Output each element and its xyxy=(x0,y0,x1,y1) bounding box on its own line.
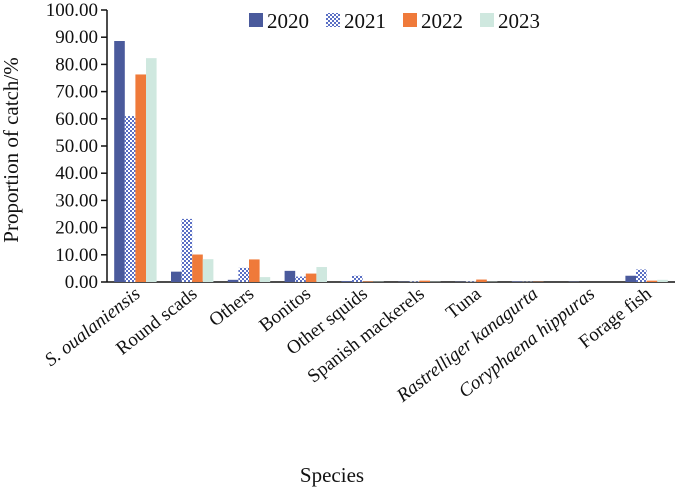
x-tick-label: Others xyxy=(205,283,258,331)
y-tick-label: 40.00 xyxy=(55,163,98,184)
y-tick-label: 70.00 xyxy=(55,82,98,103)
bar-2022-round-scads xyxy=(192,254,203,282)
bar-2021-forage-fish xyxy=(636,269,647,282)
bar-2021-s-oualaniensis xyxy=(124,116,136,282)
legend-label-2022: 2022 xyxy=(421,9,463,33)
bar-2020-rastrelliger-kanagurta xyxy=(511,281,523,282)
bar-2021-other-squids xyxy=(352,275,363,282)
y-tick-label: 60.00 xyxy=(55,109,98,130)
y-axis: 0.00 10.00 20.00 30.00 40.00 50.00 60.00 70.00 8… xyxy=(46,0,108,293)
y-tick-label: 90.00 xyxy=(55,27,98,48)
legend-label-2023: 2023 xyxy=(498,9,540,33)
bar-2022-tuna xyxy=(476,279,487,282)
bar-2020-bonitos xyxy=(284,270,296,282)
bar-2021-tuna xyxy=(465,281,477,282)
y-tick-label: 10.00 xyxy=(55,245,98,266)
x-tick-label: S. oualaniensis xyxy=(41,283,145,370)
bar-2021-spanish-mackerels xyxy=(408,281,420,282)
y-tick-label: 20.00 xyxy=(55,218,98,239)
bar-2022-bonitos xyxy=(305,273,317,282)
bar-2022-forage-fish xyxy=(646,280,658,282)
bar-2020-s-oualaniensis xyxy=(114,41,125,283)
y-tick-label: 80.00 xyxy=(55,54,98,75)
bar-2022-other-squids xyxy=(362,281,374,282)
bar-2021-bonitos xyxy=(295,276,306,282)
legend-label-2021: 2021 xyxy=(344,9,386,33)
legend-label-2020: 2020 xyxy=(267,9,309,33)
legend-swatch-2020 xyxy=(249,13,263,27)
x-tick-label: Tuna xyxy=(442,283,486,324)
bars xyxy=(114,41,668,283)
bar-2020-other-squids xyxy=(341,281,352,282)
bar-2023-others xyxy=(259,277,271,282)
y-tick-label: 0.00 xyxy=(65,272,98,293)
y-tick-label: 50.00 xyxy=(55,136,98,157)
bar-2023-bonitos xyxy=(316,267,327,282)
bar-2022-others xyxy=(249,259,260,282)
bar-2023-round-scads xyxy=(202,259,214,282)
legend: 2020 2021 2022 2023 xyxy=(249,9,540,33)
legend-swatch-2023 xyxy=(480,13,494,27)
bar-2023-s-oualaniensis xyxy=(146,58,157,282)
legend-swatch-2022 xyxy=(403,13,417,27)
legend-swatch-2021 xyxy=(326,13,340,27)
bar-2020-others xyxy=(227,279,239,282)
y-axis-title: Proportion of catch/% xyxy=(0,57,23,242)
bar-2022-spanish-mackerels xyxy=(419,280,430,282)
bar-2020-round-scads xyxy=(171,271,182,282)
y-tick-label: 100.00 xyxy=(46,0,98,21)
bar-2023-forage-fish xyxy=(657,279,668,282)
y-tick-label: 30.00 xyxy=(55,190,98,211)
bar-2020-forage-fish xyxy=(625,275,636,282)
bar-2022-s-oualaniensis xyxy=(135,74,146,283)
bar-2021-others xyxy=(238,267,249,282)
x-axis-title: Species xyxy=(300,463,364,487)
bar-2021-round-scads xyxy=(181,218,193,282)
